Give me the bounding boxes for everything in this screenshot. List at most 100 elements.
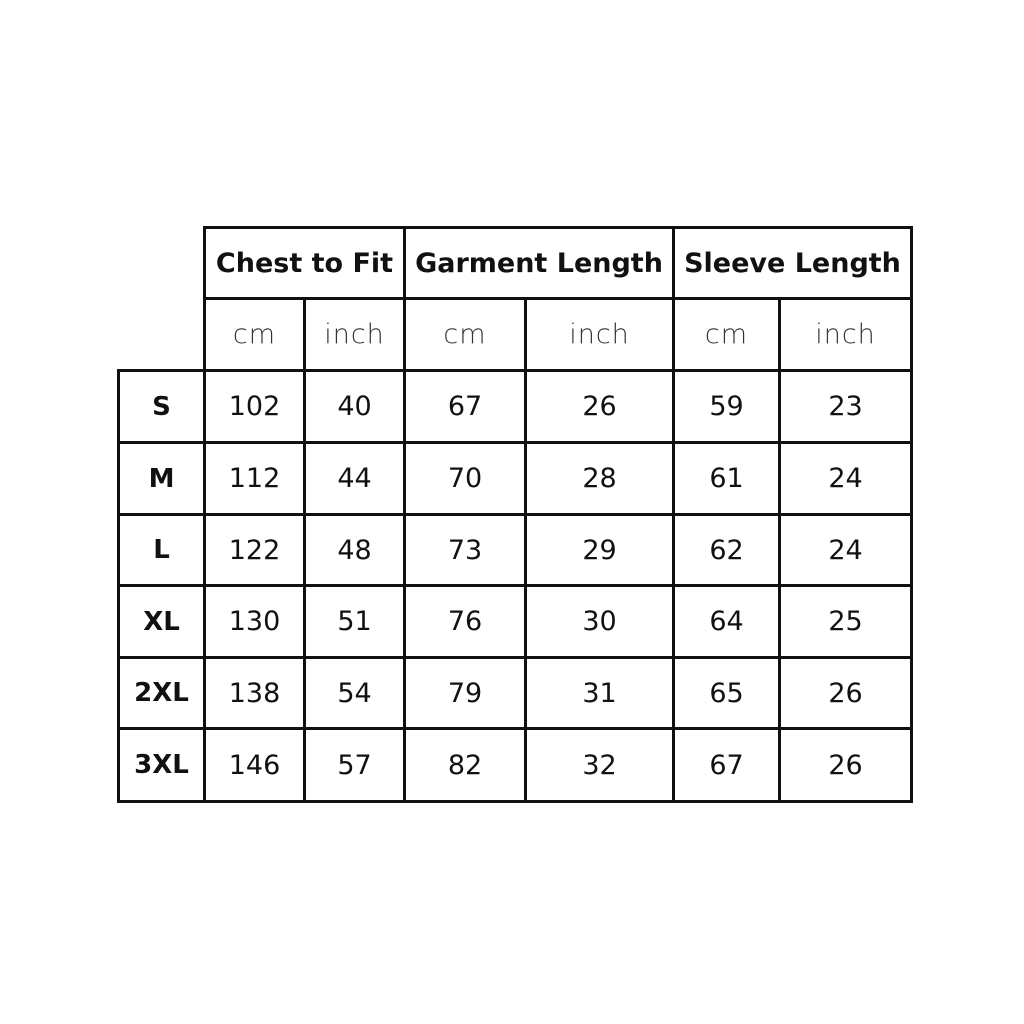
table-cell-text: 26: [582, 391, 617, 422]
table-cell-text: 67: [709, 749, 744, 781]
table-cell: 122: [203, 513, 306, 587]
table-cell: 48: [303, 513, 406, 587]
size-label-text: 3XL: [134, 750, 189, 780]
table-cell: 138: [203, 656, 306, 730]
column-group-header-text: Garment Length: [415, 247, 663, 279]
table-cell: 51: [303, 584, 406, 659]
column-group-header: Garment Length: [403, 226, 675, 300]
table-cell: 23: [778, 369, 913, 444]
table-cell-text: 54: [337, 677, 372, 709]
size-label: M: [117, 441, 206, 516]
table-cell: 29: [524, 513, 675, 587]
unit-header: inch: [524, 297, 675, 372]
table-cell: 62: [672, 513, 781, 587]
table-cell: 130: [203, 584, 306, 659]
size-label-text: M: [148, 463, 175, 494]
table-cell: 24: [778, 441, 913, 516]
table-cell-text: 59: [709, 391, 744, 422]
table-cell-text: 102: [228, 391, 281, 422]
table-cell: 57: [303, 727, 406, 803]
size-label: 3XL: [117, 727, 206, 803]
table-cell: 28: [524, 441, 675, 516]
table-cell-text: 23: [828, 391, 863, 422]
table-cell-text: 30: [582, 606, 617, 637]
table-cell: 67: [672, 727, 781, 803]
table-cell: 73: [403, 513, 527, 587]
unit-header-text: cm: [704, 319, 749, 350]
table-cell-text: 48: [337, 534, 372, 566]
column-group-header: Sleeve Length: [672, 226, 913, 300]
size-label-text: L: [153, 535, 170, 565]
size-label: XL: [117, 584, 206, 659]
size-label-text: 2XL: [134, 678, 189, 708]
table-cell-text: 79: [447, 677, 483, 709]
unit-header-text: inch: [324, 319, 385, 350]
table-cell-text: 130: [228, 606, 281, 637]
table-cell-text: 112: [228, 463, 281, 494]
table-cell: 59: [672, 369, 781, 444]
unit-header: cm: [203, 297, 306, 372]
table-cell: 26: [778, 727, 913, 803]
table-cell: 82: [403, 727, 527, 803]
table-cell: 70: [403, 441, 527, 516]
unit-header-text: inch: [815, 319, 876, 350]
table-cell: 44: [303, 441, 406, 516]
table-cell: 76: [403, 584, 527, 659]
table-cell-text: 28: [582, 463, 617, 494]
table-cell-text: 40: [337, 391, 372, 422]
table-cell: 79: [403, 656, 527, 730]
table-cell: 67: [403, 369, 527, 444]
table-cell-text: 70: [447, 463, 483, 494]
unit-header: cm: [672, 297, 781, 372]
table-cell-text: 29: [582, 534, 617, 566]
table-cell: 65: [672, 656, 781, 730]
column-group-header-text: Chest to Fit: [215, 247, 394, 279]
table-cell-text: 57: [337, 749, 372, 781]
table-cell-text: 138: [228, 677, 281, 709]
table-cell: 30: [524, 584, 675, 659]
unit-header-text: cm: [232, 319, 277, 350]
table-cell-text: 64: [709, 606, 744, 637]
table-cell-text: 26: [828, 749, 863, 781]
table-cell: 102: [203, 369, 306, 444]
table-cell: 32: [524, 727, 675, 803]
table-cell: 26: [524, 369, 675, 444]
unit-header: inch: [303, 297, 406, 372]
table-cell-text: 62: [709, 534, 744, 566]
table-cell-text: 26: [828, 677, 863, 709]
table-cell: 54: [303, 656, 406, 730]
table-cell-text: 24: [828, 534, 863, 566]
column-group-header: Chest to Fit: [203, 226, 406, 300]
table-cell-text: 146: [228, 749, 281, 781]
table-cell: 31: [524, 656, 675, 730]
table-cell-text: 44: [337, 463, 372, 494]
table-cell: 112: [203, 441, 306, 516]
unit-header: cm: [403, 297, 527, 372]
table-cell: 24: [778, 513, 913, 587]
size-label-text: S: [152, 391, 171, 422]
unit-header-text: cm: [443, 319, 487, 350]
table-cell-text: 24: [828, 463, 863, 494]
table-cell-text: 67: [447, 391, 483, 422]
table-cell-text: 82: [447, 749, 483, 781]
table-cell: 64: [672, 584, 781, 659]
table-cell-text: 76: [447, 606, 483, 637]
table-cell: 61: [672, 441, 781, 516]
table-cell: 25: [778, 584, 913, 659]
table-cell-text: 31: [582, 677, 617, 709]
unit-header: inch: [778, 297, 913, 372]
table-cell-text: 65: [709, 677, 744, 709]
size-label-text: XL: [143, 606, 180, 637]
table-cell-text: 73: [447, 534, 483, 566]
table-cell-text: 32: [582, 749, 617, 781]
size-label: L: [117, 513, 206, 587]
size-label: 2XL: [117, 656, 206, 730]
table-cell: 146: [203, 727, 306, 803]
table-cell-text: 61: [709, 463, 744, 494]
unit-header-text: inch: [569, 319, 630, 350]
column-group-header-text: Sleeve Length: [684, 247, 901, 279]
size-label: S: [117, 369, 206, 444]
table-cell: 26: [778, 656, 913, 730]
table-cell-text: 25: [828, 606, 863, 637]
table-cell-text: 122: [228, 534, 281, 566]
